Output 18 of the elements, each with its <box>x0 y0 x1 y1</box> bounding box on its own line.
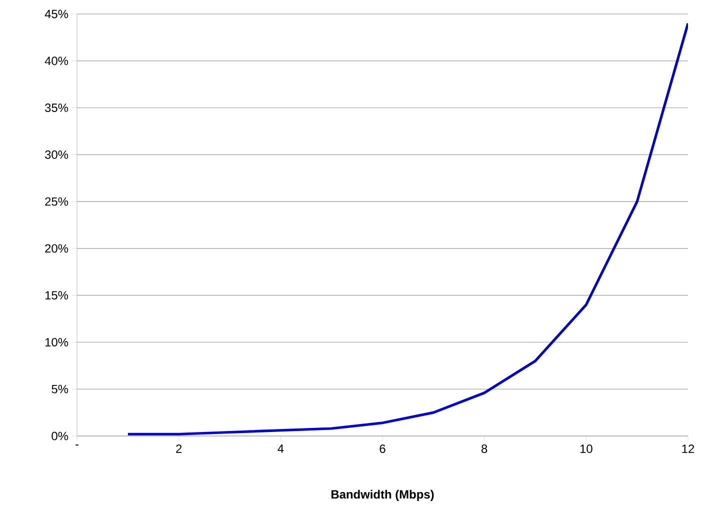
x-tick-label: 10 <box>580 444 592 453</box>
y-tick-label: 30% <box>45 150 68 159</box>
y-tick-label: 40% <box>44 56 68 66</box>
y-tick-label: 35% <box>45 104 68 112</box>
x-tick-label: 2 <box>176 444 182 453</box>
y-tick-label: 10% <box>45 338 68 346</box>
x-tick-label: 8 <box>482 444 488 453</box>
y-tick-label: 15% <box>45 291 68 300</box>
y-tick-label: 25% <box>45 197 68 206</box>
x-axis-title: Bandwidth (Mbps) <box>332 490 434 501</box>
x-tick-label: 12 <box>682 444 694 453</box>
x-tick-label: - <box>76 444 78 446</box>
y-tick-label: 20% <box>45 244 68 253</box>
y-tick-label: 45% <box>44 10 68 18</box>
y-tick-label: 0% <box>52 432 68 440</box>
x-tick-label: 4 <box>278 444 284 453</box>
x-tick-label: 6 <box>380 444 386 453</box>
y-tick-label: 5% <box>52 384 68 394</box>
